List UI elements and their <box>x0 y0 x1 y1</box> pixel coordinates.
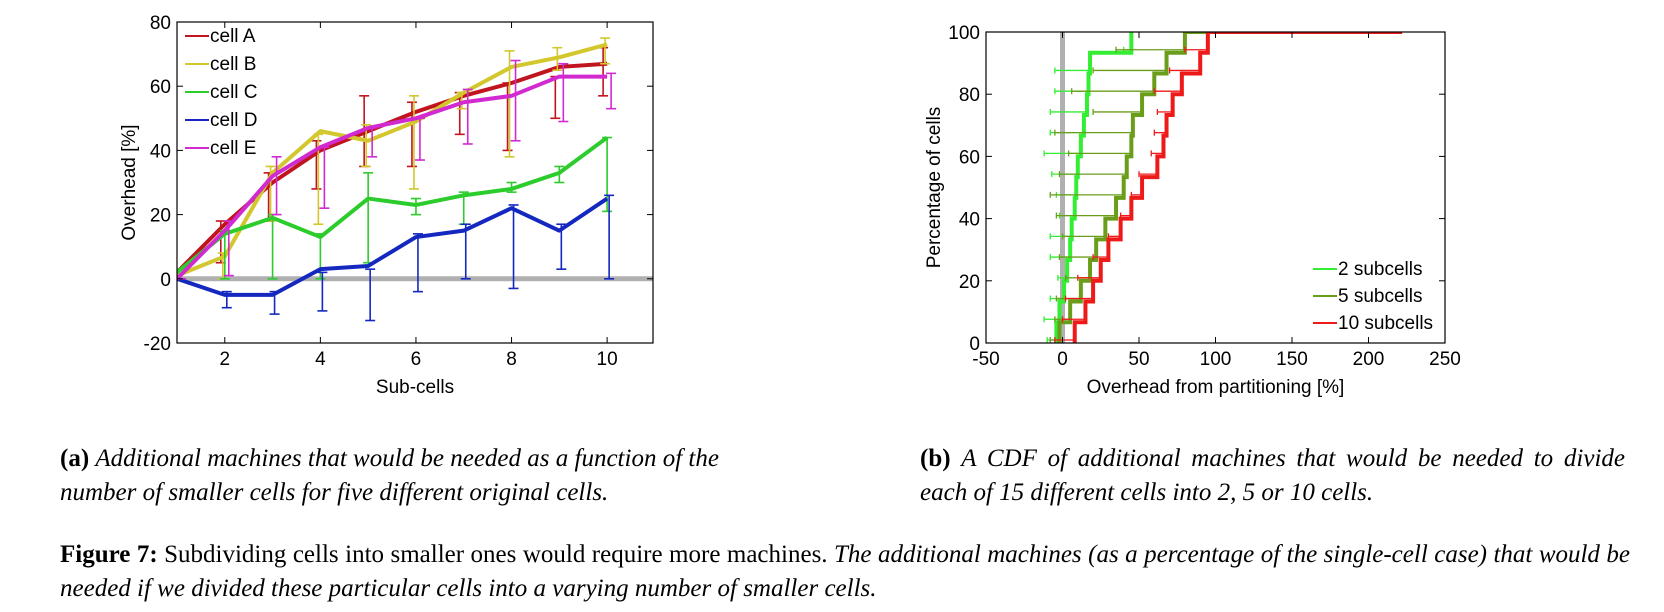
chart-a-series-cell-D-line <box>177 196 609 297</box>
chart-b-x-tick-label: 250 <box>1429 349 1461 370</box>
chart-b-x-tick-label: 150 <box>1276 349 1308 370</box>
chart-b-plot-area <box>1043 32 1403 343</box>
chart-b-legend: 2 subcells 5 subcells 10 subcells <box>1313 259 1433 334</box>
chart-a-y-tick-label: 60 <box>150 77 171 98</box>
chart-a-legend: cell A cell B cell C cell D cell E <box>185 26 258 159</box>
chart-a-legend-label: cell B <box>210 54 256 75</box>
chart-b-series-2-subcells <box>1043 32 1134 343</box>
chart-b-y-tick-label: 80 <box>959 85 980 106</box>
chart-b-series-5-subcells <box>1049 32 1277 343</box>
chart-a-x-tick-label: 2 <box>220 349 231 370</box>
chart-b-x-tick-label: 0 <box>1057 349 1068 370</box>
caption-b: (b) A CDF of additional machines that wo… <box>920 442 1625 510</box>
chart-a-legend-label: cell C <box>210 82 258 103</box>
chart-a-y-tick-label: 80 <box>150 13 171 34</box>
chart-b-y-tick-label: 60 <box>959 147 980 168</box>
chart-a-x-axis-label: Sub-cells <box>376 377 454 398</box>
chart-a-legend-label: cell A <box>210 26 256 47</box>
caption-b-text: A CDF of additional machines that would … <box>920 445 1625 506</box>
caption-b-label: (b) <box>920 445 951 472</box>
chart-a-x-tick-label: 10 <box>597 349 618 370</box>
chart-a-y-tick-label: 0 <box>160 270 171 291</box>
caption-a: (a) Additional machines that would be ne… <box>60 442 780 510</box>
chart-b-y-axis-label: Percentage of cells <box>924 107 945 269</box>
chart-a-axes-box <box>176 21 654 344</box>
chart-b-y-tick-label: 100 <box>948 23 980 44</box>
figure-caption-italic: The additional machines (as a percentage… <box>60 541 1630 602</box>
chart-b-series-10-subcells <box>1054 32 1403 343</box>
chart-a-series-cell-D <box>177 194 615 322</box>
chart-a-series-cell-B-line <box>177 42 608 278</box>
chart-b-series-5-subcells-line <box>1057 32 1277 343</box>
chart-a-legend-label: cell E <box>210 138 256 159</box>
chart-b-x-axis-label: Overhead from partitioning [%] <box>1087 377 1345 398</box>
chart-a: 2 4 6 8 10 -20 0 20 40 60 80 Sub-cells Overhead [%] c… <box>119 13 654 398</box>
chart-b-x-tick-label: 50 <box>1128 349 1149 370</box>
chart-a-series-cell-E <box>177 59 617 281</box>
figure-caption: Figure 7: Subdividing cells into smaller… <box>60 538 1630 606</box>
chart-a-series-cell-C-line <box>177 135 609 274</box>
caption-a-text: Additional machines that would be needed… <box>60 445 719 506</box>
chart-a-plot-area <box>177 37 617 322</box>
chart-b-legend-label: 10 subcells <box>1338 313 1433 334</box>
figure-caption-plain: Subdividing cells into smaller ones woul… <box>164 541 828 568</box>
chart-a-y-tick-label: 40 <box>150 141 171 162</box>
chart-b-x-tick-label: 100 <box>1200 349 1232 370</box>
chart-a-x-tick-label: 8 <box>506 349 517 370</box>
chart-a-y-axis-label: Overhead [%] <box>119 124 140 240</box>
chart-b-series-10-subcells-line <box>1072 32 1403 343</box>
chart-a-x-tick-label: 4 <box>315 349 326 370</box>
chart-b-y-tick-label: 40 <box>959 210 980 231</box>
chart-a-series-cell-E-line <box>177 74 608 281</box>
chart-b-x-tick-label: -50 <box>972 349 999 370</box>
figure-caption-label: Figure 7: <box>60 541 158 568</box>
chart-b-x-tick-label: 200 <box>1353 349 1385 370</box>
chart-b-y-tick-label: 20 <box>959 272 980 293</box>
chart-b-legend-label: 2 subcells <box>1338 259 1423 280</box>
chart-b-legend-label: 5 subcells <box>1338 286 1423 307</box>
chart-a-y-tick-label: 20 <box>150 206 171 227</box>
chart-a-y-tick-label: -20 <box>144 334 171 355</box>
caption-a-label: (a) <box>60 445 90 472</box>
chart-a-x-tick-label: 6 <box>411 349 422 370</box>
chart-a-series-cell-C <box>177 135 613 280</box>
figure-charts: 2 4 6 8 10 -20 0 20 40 60 80 Sub-cells Overhead [%] c… <box>119 13 1461 398</box>
chart-b-y-tick-label: 0 <box>969 334 980 355</box>
chart-a-legend-label: cell D <box>210 110 258 131</box>
chart-b-series-2-subcells-line <box>1054 32 1134 343</box>
